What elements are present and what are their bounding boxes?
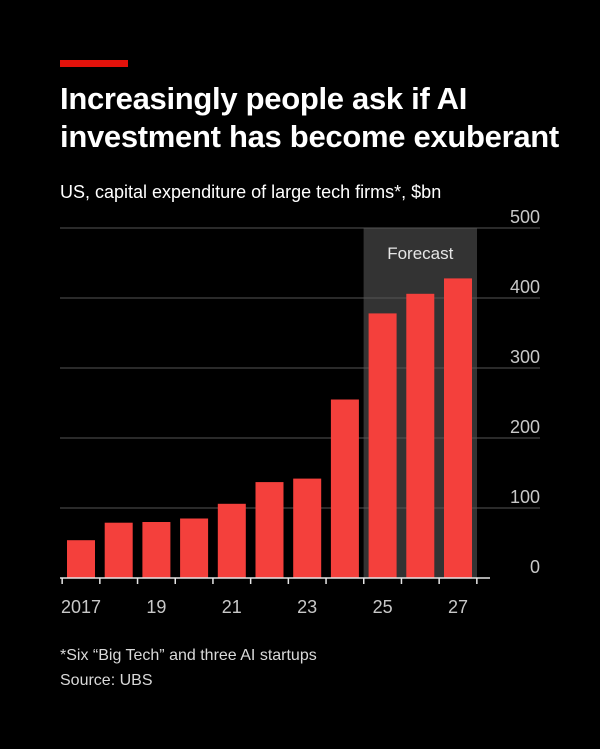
bar-2017 xyxy=(67,540,95,578)
title-line-1: Increasingly people ask if AI xyxy=(60,81,468,116)
footnote: *Six “Big Tech” and three AI startups xyxy=(60,647,317,664)
x-tick-label: 2017 xyxy=(61,597,101,617)
bar-2019 xyxy=(142,522,171,578)
forecast-label: Forecast xyxy=(387,244,453,263)
y-tick-label: 100 xyxy=(510,487,540,507)
chart-subtitle: US, capital expenditure of large tech fi… xyxy=(60,182,442,202)
y-tick-label: 300 xyxy=(510,347,540,367)
y-tick-label: 500 xyxy=(510,207,540,227)
x-tick-label: 19 xyxy=(146,597,166,617)
bar-2025 xyxy=(368,313,397,578)
y-tick-label: 0 xyxy=(530,557,540,577)
bar-2023 xyxy=(293,478,322,578)
bar-2024 xyxy=(330,399,359,578)
x-tick-label: 27 xyxy=(448,597,468,617)
source-note: Source: UBS xyxy=(60,672,153,689)
x-tick-label: 23 xyxy=(297,597,317,617)
bar-2027 xyxy=(444,278,472,578)
y-tick-label: 200 xyxy=(510,417,540,437)
bar-2021 xyxy=(217,503,246,578)
x-tick-label: 21 xyxy=(222,597,242,617)
accent-bar xyxy=(60,60,128,67)
bar-2022 xyxy=(255,482,284,578)
y-tick-label: 400 xyxy=(510,277,540,297)
bar-2020 xyxy=(180,518,209,578)
x-tick-label: 25 xyxy=(373,597,393,617)
title-line-2: investment has become exuberant xyxy=(60,119,559,154)
bar-2018 xyxy=(104,522,133,578)
chart-title: Increasingly people ask if AI investment… xyxy=(60,80,560,156)
bar-2026 xyxy=(406,293,435,578)
